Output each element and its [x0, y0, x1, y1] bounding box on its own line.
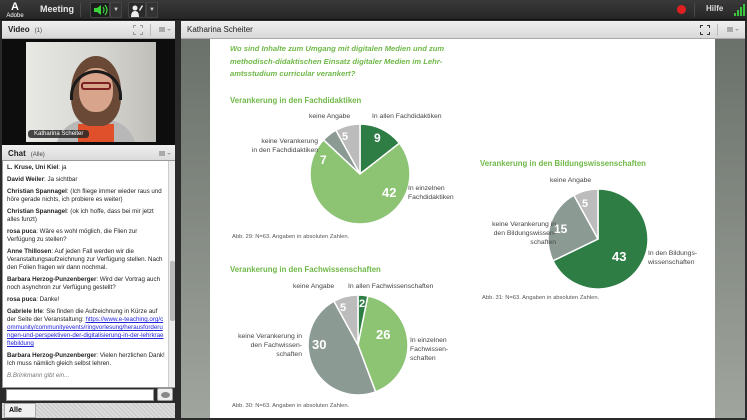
chat-link[interactable]: https://www.e-teaching.org/community/com… [7, 316, 164, 347]
svg-text:15: 15 [554, 222, 568, 236]
share-pod-title: Katharina Scheiter [187, 25, 253, 34]
share-pod-header: Katharina Scheiter [181, 21, 745, 39]
label-keine-angabe: keine Angabe [309, 113, 351, 120]
label-in-allen: In allen Fachwissenschaften [348, 283, 434, 290]
speech-bubble-icon [161, 392, 170, 398]
raise-hand-icon [131, 5, 143, 17]
scrollbar-thumb[interactable] [170, 261, 175, 321]
label-keine-verankerung: keine Verankerung in den Fachdidaktiken [251, 138, 318, 154]
svg-text:30: 30 [312, 337, 326, 352]
divider [694, 3, 695, 17]
pie-chart-fachdidaktiken: 9 42 7 5 [309, 123, 411, 225]
divider [717, 24, 718, 36]
svg-text:5: 5 [342, 131, 348, 143]
label-in-den: In den Bildungs-wissenschaften [648, 250, 698, 266]
svg-text:26: 26 [376, 327, 390, 342]
webcam-image: Katharina Scheiter [26, 42, 156, 142]
meeting-menu[interactable]: Meeting [40, 4, 75, 14]
chat-message-input[interactable] [6, 389, 154, 401]
chart-caption: Abb. 31: N=63. Angaben in absoluten Zahl… [482, 295, 600, 301]
svg-text:9: 9 [374, 131, 381, 145]
chart-title-fachwissenschaften: Verankerung in den Fachwissenschaften [230, 265, 381, 274]
pod-options-icon[interactable] [158, 24, 172, 36]
fullscreen-icon[interactable] [699, 24, 711, 36]
label-keine-verankerung: keine Verankerung in den Fachwissen-schaf… [238, 333, 302, 358]
chat-scrollbar[interactable] [168, 161, 175, 387]
svg-text:42: 42 [382, 185, 396, 200]
pod-options-icon[interactable] [158, 148, 172, 160]
chat-message: Christian Spannagel: (ok ich hoffe, dass… [7, 208, 154, 223]
divider [150, 24, 151, 36]
svg-text:5: 5 [582, 198, 588, 210]
chat-message: Gabriele Irle: Sie finden die Aufzeichnu… [7, 308, 164, 347]
pod-options-icon[interactable] [726, 24, 740, 36]
label-keine-verankerung: keine Verankerung in den Bildungswissen-s… [492, 221, 556, 246]
chat-tab-alle[interactable]: Alle [4, 403, 36, 418]
chat-message: Barbara Herzog-Punzenberger: Vielen herz… [7, 352, 165, 367]
top-menu-bar: A Adobe Meeting ▼ ▼ Hilfe [0, 0, 747, 20]
help-menu[interactable]: Hilfe [706, 4, 724, 13]
divider [80, 3, 81, 17]
video-pod-title: Video [8, 25, 30, 34]
typing-indicator: B.Brinkmann gibt ein... [7, 372, 70, 379]
raise-hand-button[interactable] [128, 2, 146, 18]
status-dropdown[interactable]: ▼ [146, 2, 158, 18]
fullscreen-icon[interactable] [132, 24, 144, 36]
svg-text:5: 5 [340, 302, 346, 314]
label-in-allen: In allen Fachdidaktiken [372, 113, 442, 120]
chat-message: Christian Spannagel: (Ich fliege immer w… [7, 188, 162, 203]
chat-pod-title: Chat [8, 149, 26, 158]
svg-text:2: 2 [359, 298, 365, 310]
svg-text:7: 7 [320, 153, 327, 167]
chat-message-list[interactable]: L. Kruse, Uni Kiel: ja David Weiler: Ja … [2, 160, 175, 388]
chart-title-bildungswissenschaften: Verankerung in den Bildungswissenschafte… [480, 159, 646, 168]
label-keine-angabe: keine Angabe [550, 177, 592, 184]
chat-message: Barbara Herzog-Punzenberger: Wird der Vo… [7, 276, 161, 291]
presentation-slide: Wo sind Inhalte zum Umgang mit digitalen… [210, 39, 715, 418]
chat-message: Anne Thillosen: Auf jeden Fall werden wi… [7, 248, 163, 271]
adobe-logo: A Adobe [6, 1, 24, 19]
chat-message: David Weiler: Ja sichtbar [7, 176, 78, 183]
video-pod-header: Video (1) [2, 21, 175, 39]
chart-title-fachdidaktiken: Verankerung in den Fachdidaktiken [230, 96, 362, 105]
label-in-einzelnen: In einzelnen Fachdidaktiken [408, 185, 454, 201]
connection-signal-icon [734, 4, 745, 16]
slide-question: Wo sind Inhalte zum Umgang mit digitalen… [230, 44, 445, 78]
label-in-einzelnen: In einzelnen Fachwissen-schaften [410, 337, 449, 362]
chat-tab-bar: Alle [2, 403, 175, 418]
chat-message: L. Kruse, Uni Kiel: ja [7, 164, 67, 171]
chat-audience: (Alle) [30, 152, 45, 158]
speaker-button[interactable] [90, 2, 110, 18]
label-keine-angabe: keine Angabe [293, 283, 335, 290]
speaker-icon [94, 4, 108, 16]
recording-indicator [677, 5, 686, 14]
svg-text:43: 43 [612, 249, 626, 264]
chat-message: rosa puca: Danke! [7, 296, 60, 303]
send-message-button[interactable] [157, 388, 173, 401]
video-feed[interactable]: Katharina Scheiter [2, 39, 175, 145]
pie-chart-bildungswissenschaften: 43 15 5 [547, 188, 649, 290]
participant-name-tag: Katharina Scheiter [28, 130, 90, 138]
chat-message: rosa puca: Wäre es wohl möglich, die Fli… [7, 228, 138, 243]
chart-caption: Abb. 30: N=63. Angaben in absoluten Zahl… [232, 403, 350, 409]
speaker-dropdown[interactable]: ▼ [110, 2, 122, 18]
chart-caption: Abb. 29: N=63. Angaben in absoluten Zahl… [232, 234, 350, 240]
video-count: (1) [34, 28, 42, 34]
pie-chart-fachwissenschaften: 2 26 30 5 [307, 294, 409, 396]
